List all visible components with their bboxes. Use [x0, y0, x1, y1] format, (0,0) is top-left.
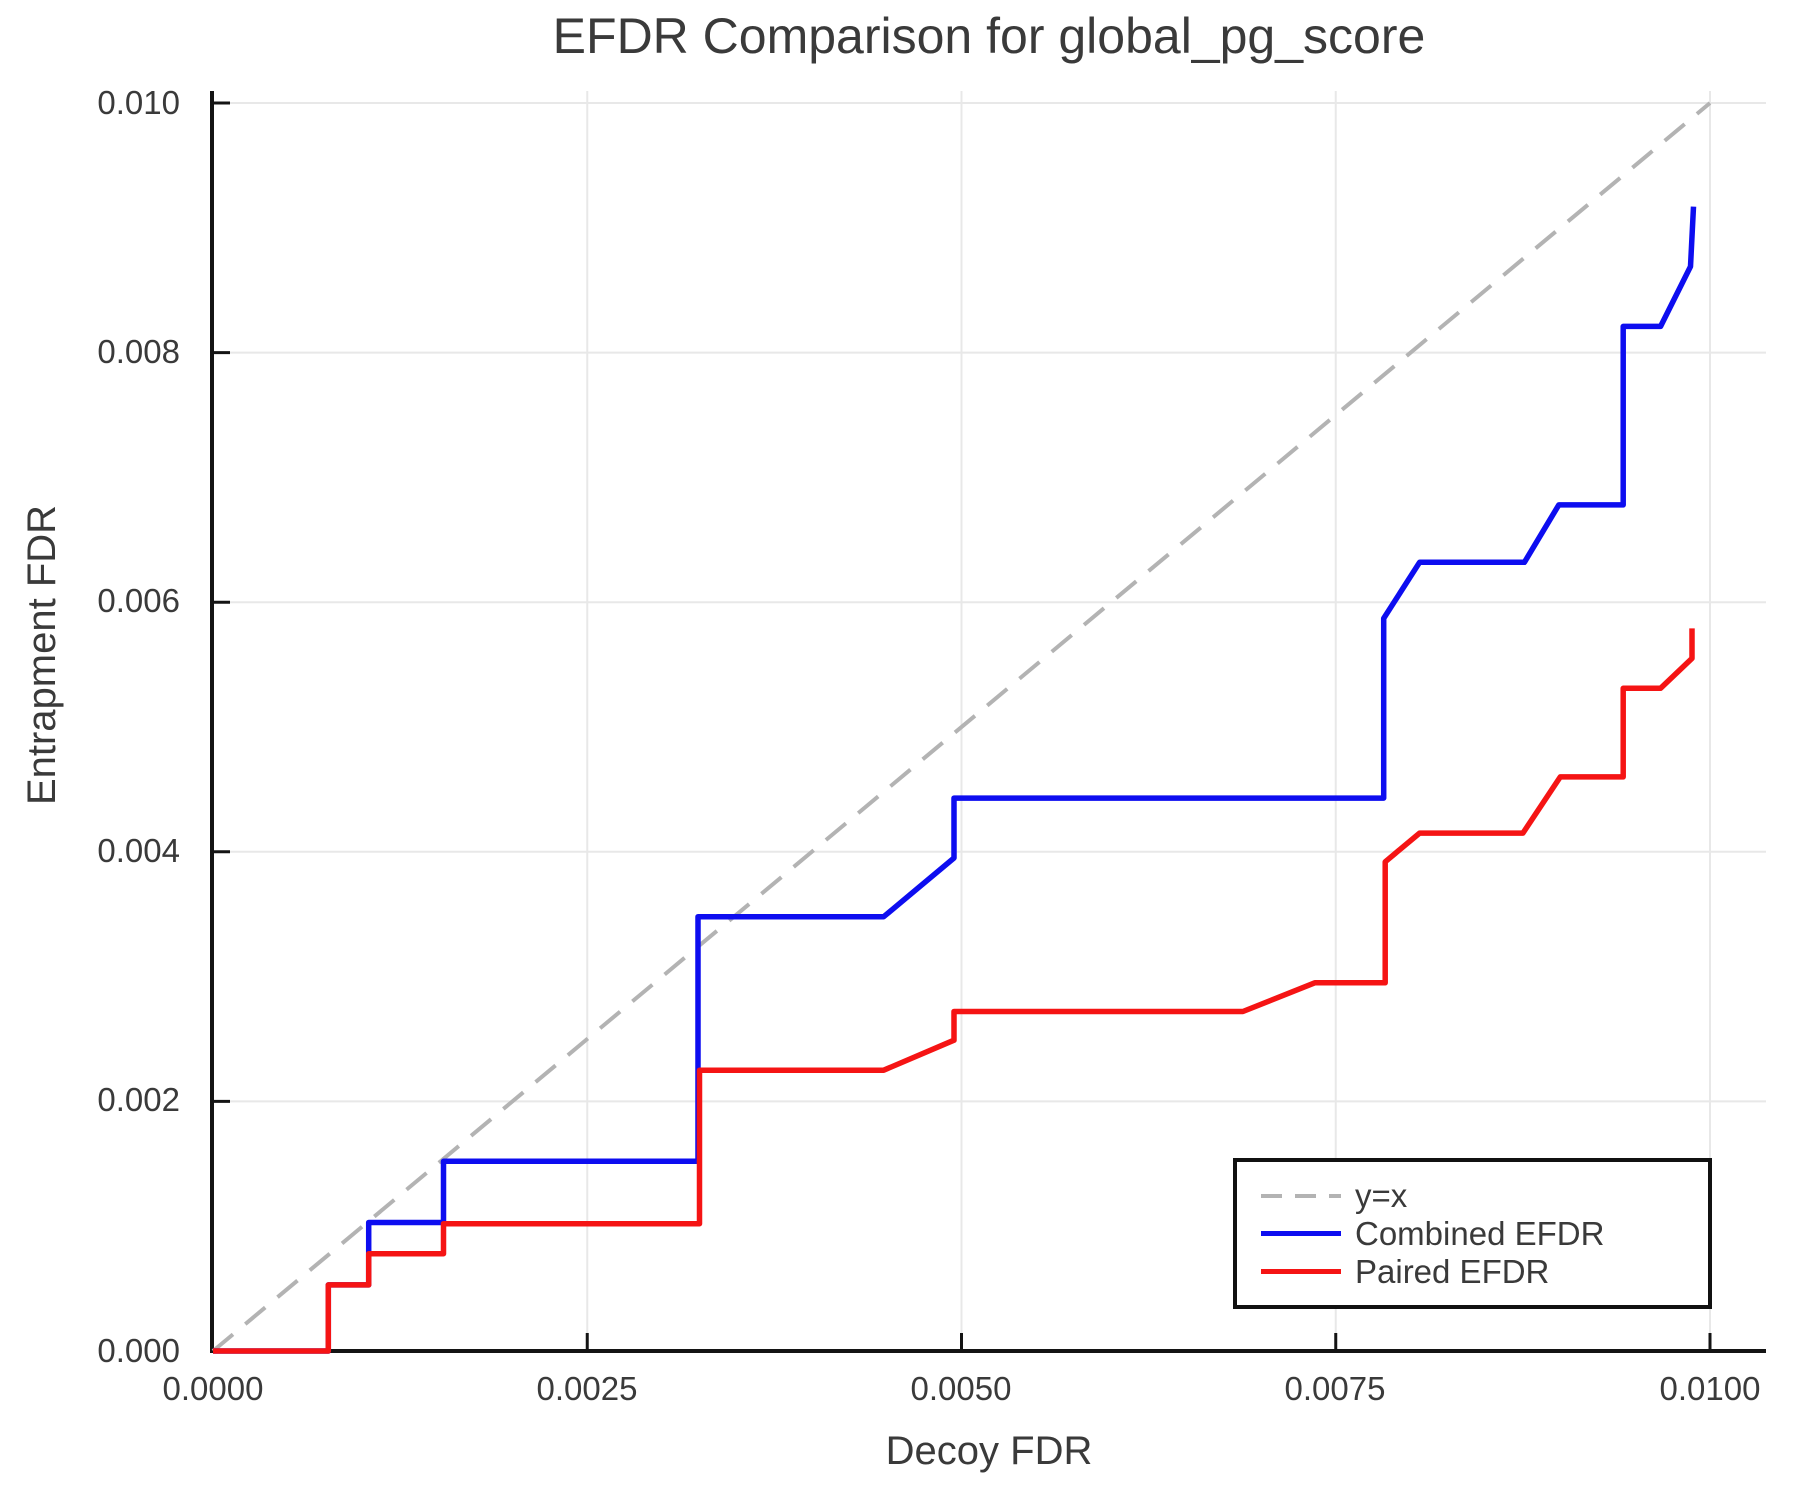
legend-sample-paired — [1261, 1269, 1341, 1274]
x-tick-label-00025: 0.0025 — [536, 1370, 638, 1407]
x-tick-label-00100: 0.0100 — [1659, 1370, 1761, 1407]
y-axis-label: Entrapment FDR — [20, 504, 64, 806]
y-tick-label-0004: 0.004 — [97, 832, 180, 869]
legend-sample-identity — [1261, 1193, 1341, 1198]
identity-line — [211, 101, 1712, 1353]
x-tick-label-00075: 0.0075 — [1284, 1370, 1386, 1407]
legend-item-identity: y=x — [1261, 1177, 1708, 1215]
x-tick-label-00000: 0.0000 — [162, 1370, 264, 1407]
y-tick-label-0010: 0.010 — [97, 84, 180, 121]
chart-title: EFDR Comparison for global_pg_score — [552, 8, 1426, 64]
y-tick-label-0006: 0.006 — [97, 582, 180, 619]
x-tick-label-00050: 0.0050 — [910, 1370, 1012, 1407]
legend: y=x Combined EFDR Paired EFDR — [1233, 1158, 1712, 1309]
legend-label-identity: y=x — [1355, 1176, 1408, 1214]
legend-label-paired: Paired EFDR — [1355, 1252, 1550, 1290]
legend-sample-combined — [1261, 1231, 1341, 1236]
legend-item-paired: Paired EFDR — [1261, 1253, 1708, 1291]
paired-efdr-line — [213, 628, 1695, 1354]
y-tick-label-0000: 0.000 — [97, 1332, 180, 1369]
y-tick-label-0008: 0.008 — [97, 333, 180, 370]
x-axis-label: Decoy FDR — [885, 1429, 1093, 1473]
legend-item-combined: Combined EFDR — [1261, 1215, 1708, 1253]
y-tick-label-0002: 0.002 — [97, 1081, 180, 1118]
legend-label-combined: Combined EFDR — [1355, 1214, 1605, 1252]
